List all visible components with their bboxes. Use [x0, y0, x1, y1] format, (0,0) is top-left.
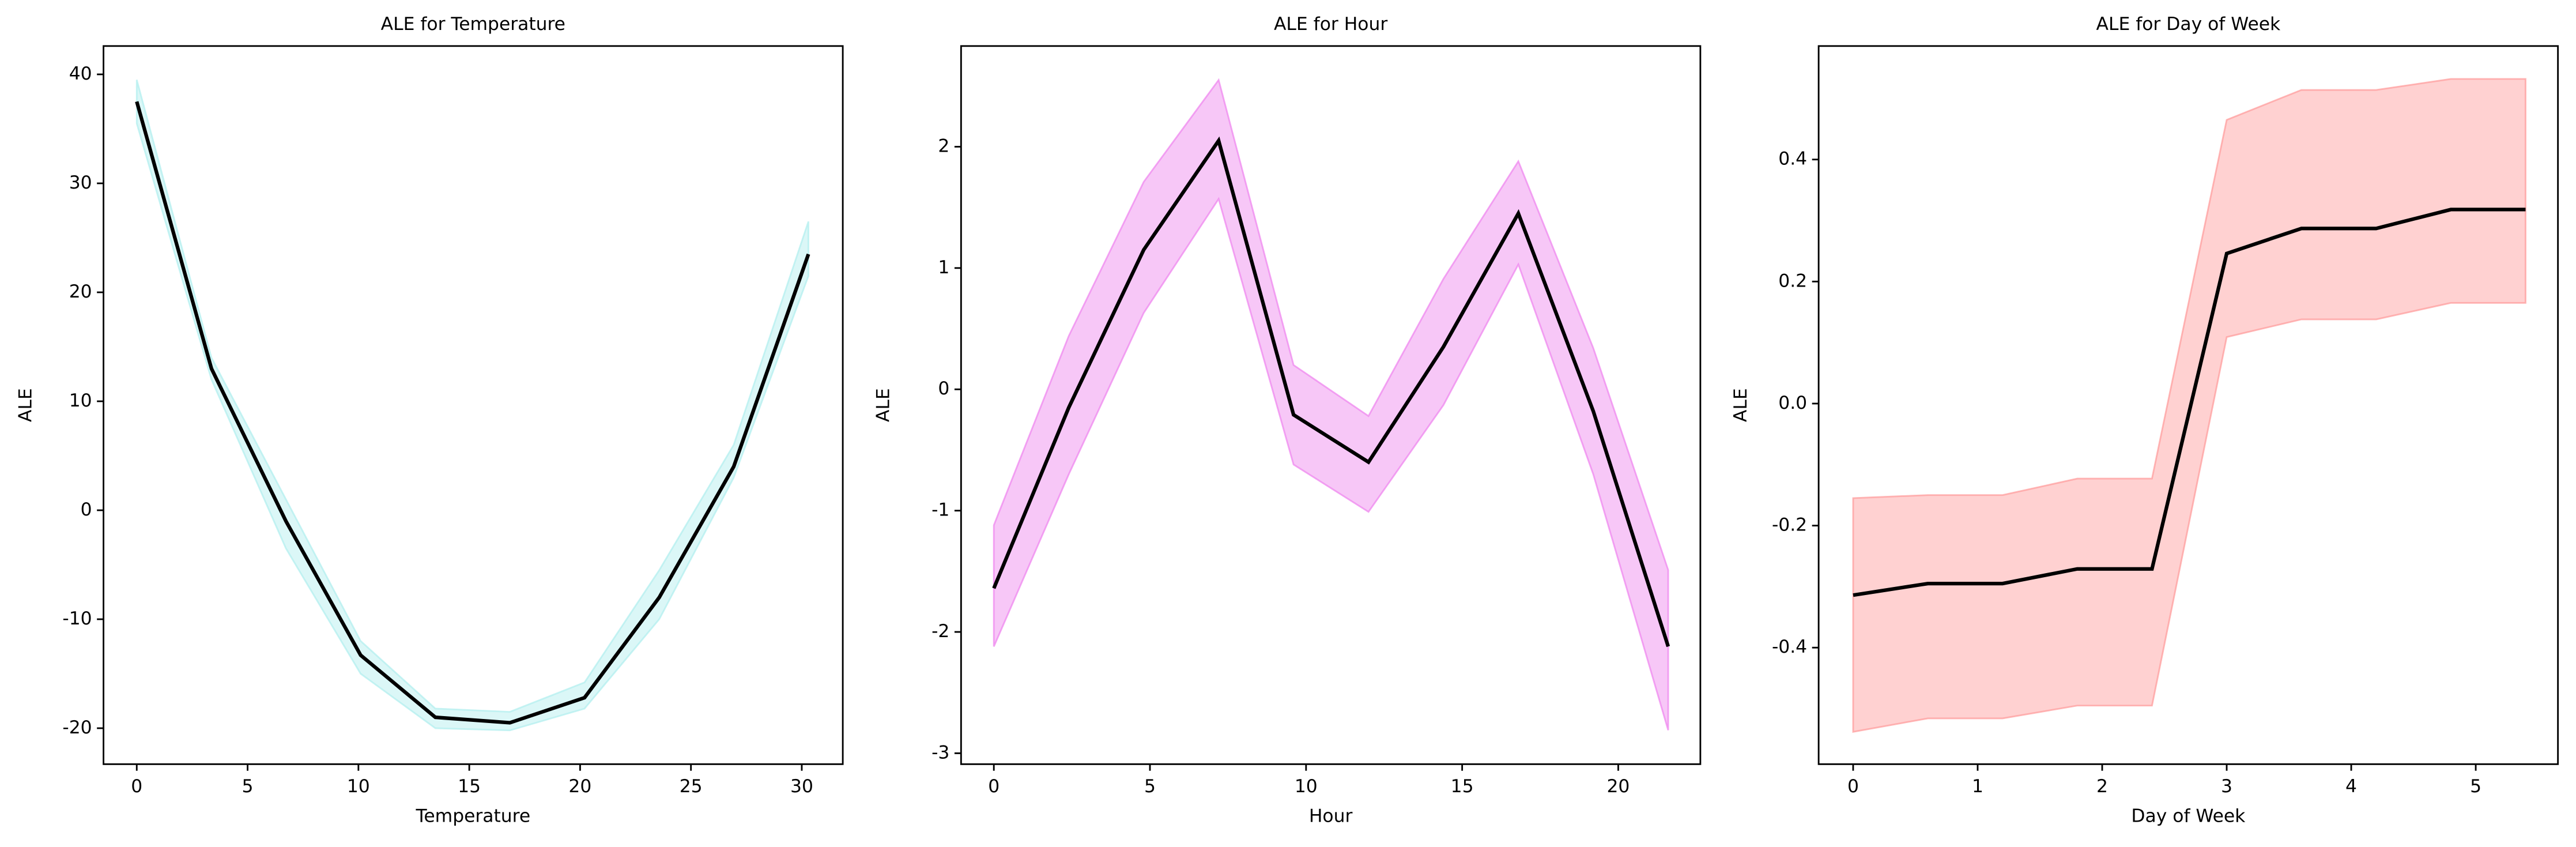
- x-tick-label: 15: [1451, 776, 1474, 797]
- y-tick-label: 2: [938, 135, 949, 156]
- x-tick-label: 0: [131, 776, 142, 797]
- x-tick-label: 10: [1295, 776, 1318, 797]
- y-tick-label: -1: [931, 500, 949, 521]
- ale-line: [1853, 208, 2526, 597]
- y-tick-label: 20: [69, 281, 92, 302]
- chart-title: ALE for Hour: [1274, 14, 1387, 35]
- x-tick-label: 5: [242, 776, 254, 797]
- x-axis-label: Hour: [1309, 806, 1353, 827]
- y-axis-label: ALE: [1730, 388, 1751, 422]
- axes-frame: [103, 45, 844, 765]
- y-tick-label: 40: [69, 63, 92, 84]
- x-axis-label: Day of Week: [2131, 806, 2246, 827]
- y-tick-label: -0.4: [1772, 637, 1807, 657]
- axes-frame: [1817, 45, 2559, 765]
- x-tick-label: 5: [2470, 776, 2481, 797]
- confidence-band: [135, 80, 809, 732]
- x-tick-label: 1: [1972, 776, 1983, 797]
- y-tick-label: 0: [81, 499, 92, 520]
- y-tick-label: -0.2: [1772, 515, 1807, 536]
- x-tick-label: 0: [988, 776, 1000, 797]
- ale-line: [992, 136, 1670, 648]
- y-tick-label: 0: [938, 378, 949, 399]
- x-tick-label: 5: [1144, 776, 1156, 797]
- x-tick-label: 2: [2096, 776, 2108, 797]
- x-tick-label: 30: [790, 776, 813, 797]
- y-tick-label: 10: [69, 390, 92, 411]
- x-tick-label: 4: [2345, 776, 2357, 797]
- y-tick-label: -3: [931, 742, 949, 763]
- y-tick-label: -2: [931, 621, 949, 642]
- y-axis-label: ALE: [16, 388, 36, 422]
- y-tick-label: 30: [69, 172, 92, 193]
- y-tick-label: 1: [938, 257, 949, 278]
- y-tick-label: -10: [62, 608, 92, 629]
- x-tick-label: 0: [1847, 776, 1859, 797]
- chart-title: ALE for Temperature: [381, 14, 565, 35]
- confidence-band: [993, 78, 1669, 731]
- x-axis-label: Temperature: [416, 806, 531, 827]
- y-tick-label: 0.2: [1778, 270, 1807, 291]
- y-tick-label: -20: [62, 717, 92, 738]
- x-tick-label: 10: [347, 776, 370, 797]
- axes-frame: [960, 45, 1702, 765]
- x-tick-label: 15: [458, 776, 481, 797]
- chart-title: ALE for Day of Week: [2096, 14, 2281, 35]
- x-tick-label: 20: [1606, 776, 1630, 797]
- ale-line: [135, 101, 810, 725]
- y-tick-label: 0.4: [1778, 149, 1807, 170]
- x-tick-label: 20: [568, 776, 591, 797]
- x-tick-label: 25: [680, 776, 703, 797]
- y-axis-label: ALE: [873, 388, 893, 422]
- x-tick-label: 3: [2221, 776, 2232, 797]
- y-tick-label: 0.0: [1778, 393, 1807, 413]
